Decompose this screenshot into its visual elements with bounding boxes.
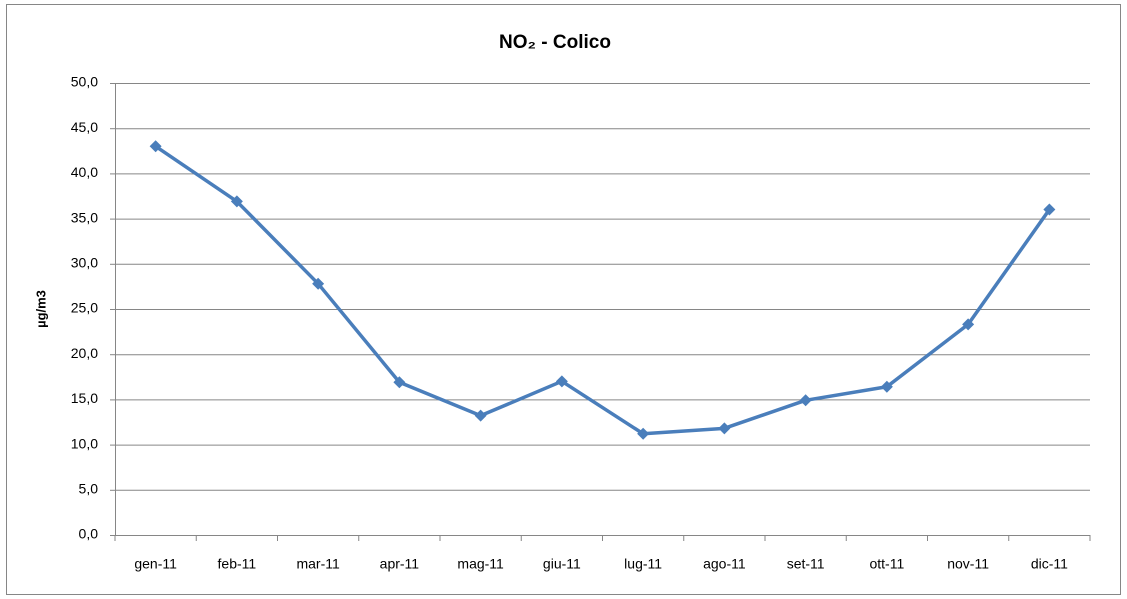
y-tick-label: 10,0 (71, 435, 98, 451)
data-marker (962, 318, 975, 331)
x-tick-label: dic-11 (1031, 556, 1068, 572)
data-marker (799, 394, 812, 407)
y-tick-label: 20,0 (71, 345, 98, 361)
x-tick-label: gen-11 (134, 556, 177, 572)
chart-title: NO₂ - Colico (499, 32, 611, 53)
y-tick-label: 35,0 (71, 209, 98, 225)
y-tick-label: 40,0 (71, 164, 98, 180)
chart-border (6, 4, 1121, 595)
data-marker (555, 375, 568, 388)
y-axis-label: µg/m3 (33, 290, 48, 328)
x-tick-label: mar-11 (296, 556, 340, 572)
data-marker (1043, 203, 1056, 216)
x-tick-label: apr-11 (380, 556, 420, 572)
data-marker (230, 195, 243, 208)
y-tick-label: 30,0 (71, 255, 98, 271)
data-marker (880, 380, 893, 393)
y-tick-label: 5,0 (79, 481, 99, 497)
data-line (154, 144, 1051, 436)
y-tick-label: 45,0 (71, 119, 98, 135)
data-marker (718, 422, 731, 435)
y-tick-label: 15,0 (71, 390, 98, 406)
x-tick-label: ott-11 (869, 556, 904, 572)
y-tick-label: 0,0 (79, 526, 99, 542)
x-tick-label: ago-11 (703, 556, 746, 572)
data-marker (637, 427, 650, 440)
x-tick-label: feb-11 (218, 556, 257, 572)
x-tick-label: nov-11 (947, 556, 989, 572)
x-tick-label: mag-11 (457, 556, 504, 572)
x-tick-label: lug-11 (624, 556, 662, 572)
y-tick-label: 50,0 (71, 74, 98, 90)
data-marker (149, 140, 162, 153)
data-marker (393, 376, 406, 389)
x-tick-label: set-11 (787, 556, 825, 572)
x-tick-label: giu-11 (543, 556, 581, 572)
y-tick-label: 25,0 (71, 300, 98, 316)
data-marker (474, 409, 487, 422)
data-marker (312, 277, 325, 290)
